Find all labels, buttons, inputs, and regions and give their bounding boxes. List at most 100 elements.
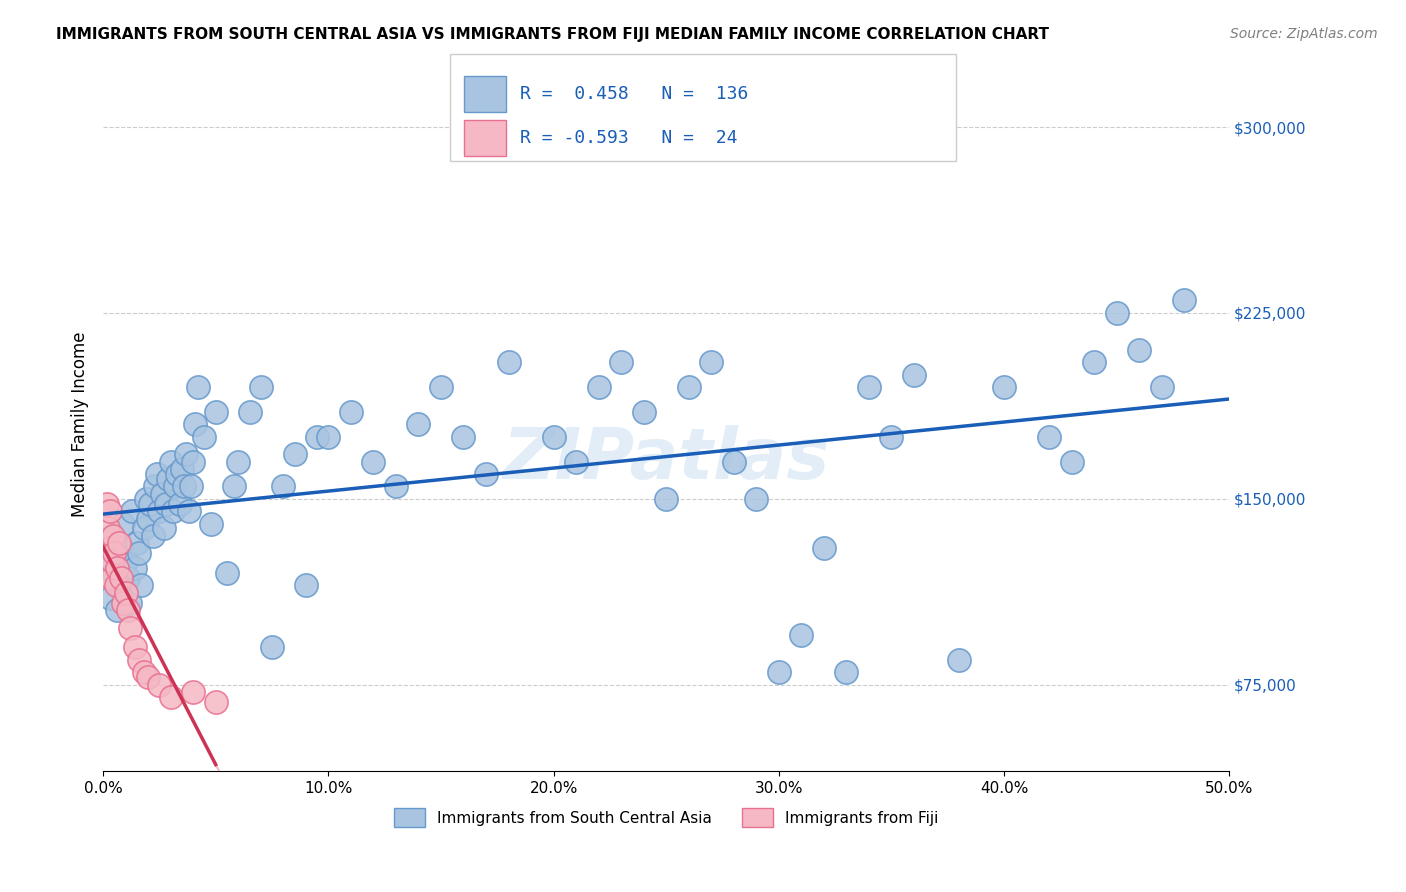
Point	[453, 430, 475, 444]
Point	[114, 554, 136, 568]
Point	[112, 516, 135, 531]
Point	[543, 430, 565, 444]
Point	[146, 467, 169, 481]
Point	[104, 578, 127, 592]
Point	[768, 665, 790, 680]
Point	[120, 621, 142, 635]
Point	[790, 628, 813, 642]
Point	[108, 578, 131, 592]
Point	[1173, 293, 1195, 308]
Point	[110, 541, 132, 556]
Point	[700, 355, 723, 369]
Point	[180, 479, 202, 493]
Point	[1150, 380, 1173, 394]
Point	[105, 561, 128, 575]
Text: Source: ZipAtlas.com: Source: ZipAtlas.com	[1230, 27, 1378, 41]
Point	[173, 479, 195, 493]
Point	[132, 521, 155, 535]
Point	[565, 454, 588, 468]
Point	[903, 368, 925, 382]
Point	[226, 454, 249, 468]
Point	[610, 355, 633, 369]
Point	[157, 472, 180, 486]
Point	[215, 566, 238, 580]
Point	[143, 479, 166, 493]
Point	[498, 355, 520, 369]
Point	[165, 479, 187, 493]
Point	[128, 546, 150, 560]
Point	[112, 596, 135, 610]
Point	[170, 462, 193, 476]
Point	[155, 497, 177, 511]
Point	[184, 417, 207, 432]
Point	[97, 554, 120, 568]
Point	[177, 504, 200, 518]
Point	[193, 430, 215, 444]
Point	[835, 665, 858, 680]
Point	[159, 454, 181, 468]
Point	[131, 578, 153, 592]
Point	[101, 554, 124, 568]
Point	[222, 479, 245, 493]
Point	[273, 479, 295, 493]
Point	[238, 405, 260, 419]
Point	[723, 454, 745, 468]
Point	[132, 665, 155, 680]
Text: IMMIGRANTS FROM SOUTH CENTRAL ASIA VS IMMIGRANTS FROM FIJI MEDIAN FAMILY INCOME : IMMIGRANTS FROM SOUTH CENTRAL ASIA VS IM…	[56, 27, 1049, 42]
Point	[169, 497, 191, 511]
Point	[153, 521, 176, 535]
Point	[97, 541, 120, 556]
Point	[120, 596, 142, 610]
Point	[307, 430, 329, 444]
Point	[100, 571, 122, 585]
Legend: Immigrants from South Central Asia, Immigrants from Fiji: Immigrants from South Central Asia, Immi…	[388, 802, 945, 833]
Point	[124, 561, 146, 575]
Point	[1128, 343, 1150, 357]
Point	[813, 541, 835, 556]
Point	[98, 591, 121, 605]
Point	[176, 447, 198, 461]
Point	[385, 479, 408, 493]
Y-axis label: Median Family Income: Median Family Income	[72, 332, 89, 517]
Point	[136, 670, 159, 684]
Point	[1060, 454, 1083, 468]
Point	[96, 497, 118, 511]
Point	[295, 578, 318, 592]
Point	[1083, 355, 1105, 369]
Point	[97, 521, 120, 535]
Point	[159, 690, 181, 704]
Point	[128, 653, 150, 667]
Point	[1105, 306, 1128, 320]
Text: R = -0.593   N =  24: R = -0.593 N = 24	[520, 129, 738, 147]
Point	[125, 536, 148, 550]
Point	[745, 491, 768, 506]
Point	[103, 529, 125, 543]
Point	[408, 417, 430, 432]
Point	[148, 678, 170, 692]
Point	[655, 491, 678, 506]
Point	[181, 454, 204, 468]
Point	[430, 380, 453, 394]
Point	[948, 653, 970, 667]
Point	[114, 586, 136, 600]
Point	[284, 447, 307, 461]
Text: ZIPatlas: ZIPatlas	[502, 425, 830, 493]
Point	[136, 511, 159, 525]
Point	[633, 405, 655, 419]
Point	[475, 467, 498, 481]
Point	[150, 487, 173, 501]
Point	[162, 504, 184, 518]
Point	[124, 640, 146, 655]
Point	[105, 603, 128, 617]
Point	[166, 467, 188, 481]
Point	[98, 504, 121, 518]
Point	[858, 380, 880, 394]
Point	[340, 405, 363, 419]
Point	[200, 516, 222, 531]
Point	[880, 430, 903, 444]
Point	[363, 454, 385, 468]
Point	[108, 536, 131, 550]
Point	[1038, 430, 1060, 444]
Point	[103, 546, 125, 560]
Point	[121, 504, 143, 518]
